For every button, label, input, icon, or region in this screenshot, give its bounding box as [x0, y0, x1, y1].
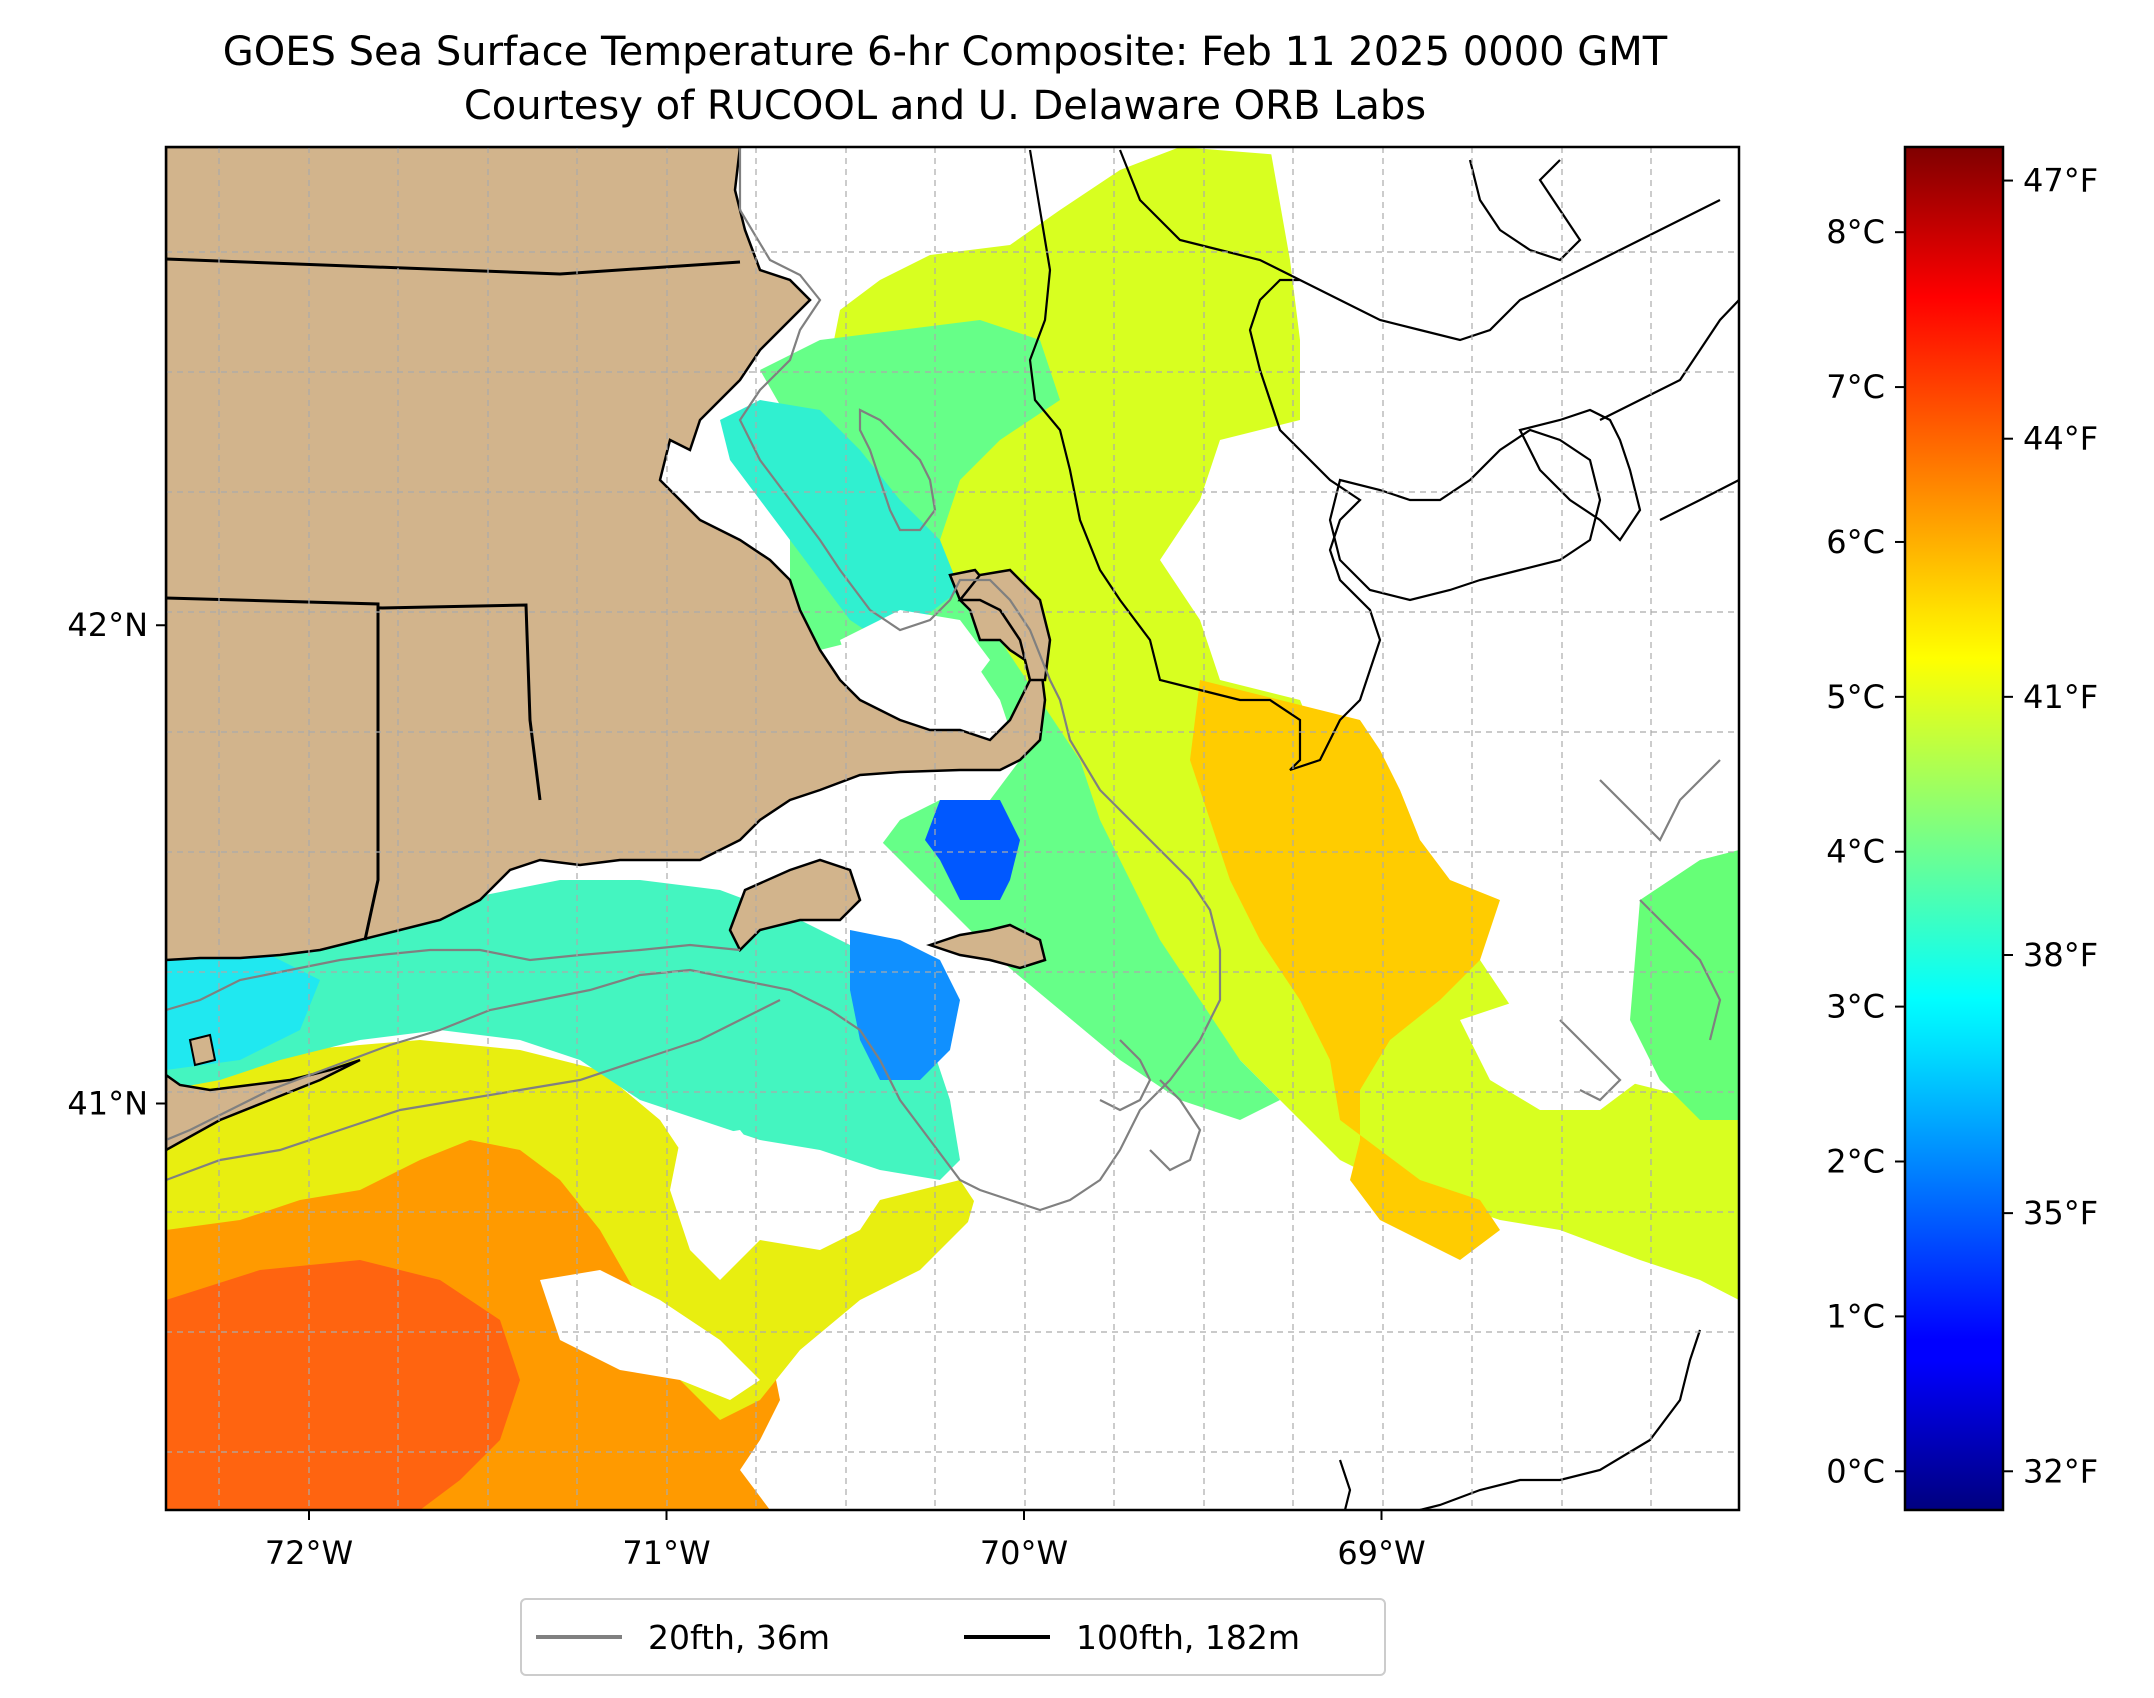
fahrenheit-tick-label: 35°F	[2023, 1194, 2098, 1232]
celsius-tick-label: 5°C	[1826, 678, 1885, 716]
sst-yellow-south	[166, 1040, 980, 1420]
legend: 20fth, 36m 100fth, 182m	[520, 1598, 1386, 1676]
state-border-ri-ma	[377, 603, 542, 801]
chart-title: GOES Sea Surface Temperature 6-hr Compos…	[222, 29, 1668, 75]
sst-nodata-south1	[540, 1270, 760, 1400]
sst-field	[166, 147, 1739, 1510]
land-marthas-vineyard	[728, 858, 862, 953]
contour-20fth	[166, 147, 1722, 1212]
legend-item-20fth: 20fth, 36m	[536, 1600, 830, 1674]
sst-blue-south-spot	[850, 930, 960, 1080]
chart-subtitle: Courtesy of RUCOOL and U. Delaware ORB L…	[463, 83, 1427, 129]
x-tick-label: 70°W	[980, 1534, 1068, 1572]
sst-nodata-north2	[1270, 147, 1739, 340]
sst-nodata-capebay	[840, 610, 990, 720]
legend-line-black	[964, 1635, 1050, 1639]
celsius-tick-label: 3°C	[1826, 988, 1885, 1026]
sst-cyan-south	[166, 880, 960, 1180]
contour-100fth	[1028, 149, 1739, 1510]
colorbar-axes: 0°C 1°C 2°C 3°C 4°C 5°C 6°C 7°C 8°C 32°F 35°F 38°F 4…	[1826, 162, 2098, 1491]
sst-orange-east	[1190, 680, 1500, 1260]
sst-nodata-east2	[1460, 1000, 1640, 1110]
sst-nodata-southeast	[780, 1080, 1500, 1510]
celsius-tick-label: 7°C	[1826, 368, 1885, 406]
celsius-tick-label: 6°C	[1826, 523, 1885, 561]
x-tick-label: 72°W	[265, 1534, 353, 1572]
land-cape-cod-hook	[957, 568, 1052, 682]
colorbar	[1903, 145, 2005, 1512]
legend-line-gray	[536, 1635, 622, 1639]
gridlines	[166, 147, 1739, 1510]
legend-label: 20fth, 36m	[648, 1617, 830, 1657]
y-tick-label: 41°N	[67, 1084, 148, 1122]
land-new-england	[166, 147, 1047, 962]
state-border-ma	[166, 257, 741, 276]
land-block-island	[188, 1033, 217, 1067]
land-nantucket	[926, 923, 1047, 970]
x-tick-label: 71°W	[622, 1534, 710, 1572]
sst-nodata-north	[730, 147, 1120, 300]
state-border-ct-ri	[166, 596, 380, 941]
y-tick-label: 42°N	[67, 606, 148, 644]
legend-label: 100fth, 182m	[1076, 1617, 1300, 1657]
map-axes: 72°W 71°W 70°W 69°W 41°N 42°N	[67, 606, 1425, 1572]
fahrenheit-tick-label: 44°F	[2023, 420, 2098, 458]
fahrenheit-tick-label: 41°F	[2023, 678, 2098, 716]
map-frame	[164, 145, 1741, 1512]
celsius-tick-label: 0°C	[1826, 1452, 1885, 1490]
celsius-tick-label: 4°C	[1826, 833, 1885, 871]
sst-cyan-capecod-bay	[720, 400, 960, 640]
celsius-tick-label: 8°C	[1826, 213, 1885, 251]
legend-item-100fth: 100fth, 182m	[964, 1600, 1300, 1674]
fahrenheit-tick-label: 32°F	[2023, 1452, 2098, 1490]
celsius-tick-label: 2°C	[1826, 1143, 1885, 1181]
fahrenheit-tick-label: 38°F	[2023, 936, 2098, 974]
sst-hot-core	[166, 1260, 520, 1510]
sst-blue-cold-spot	[925, 800, 1020, 900]
x-tick-label: 69°W	[1337, 1534, 1425, 1572]
fahrenheit-tick-label: 47°F	[2023, 162, 2098, 200]
celsius-tick-label: 1°C	[1826, 1297, 1885, 1335]
sst-nodata-south2	[670, 1130, 780, 1280]
